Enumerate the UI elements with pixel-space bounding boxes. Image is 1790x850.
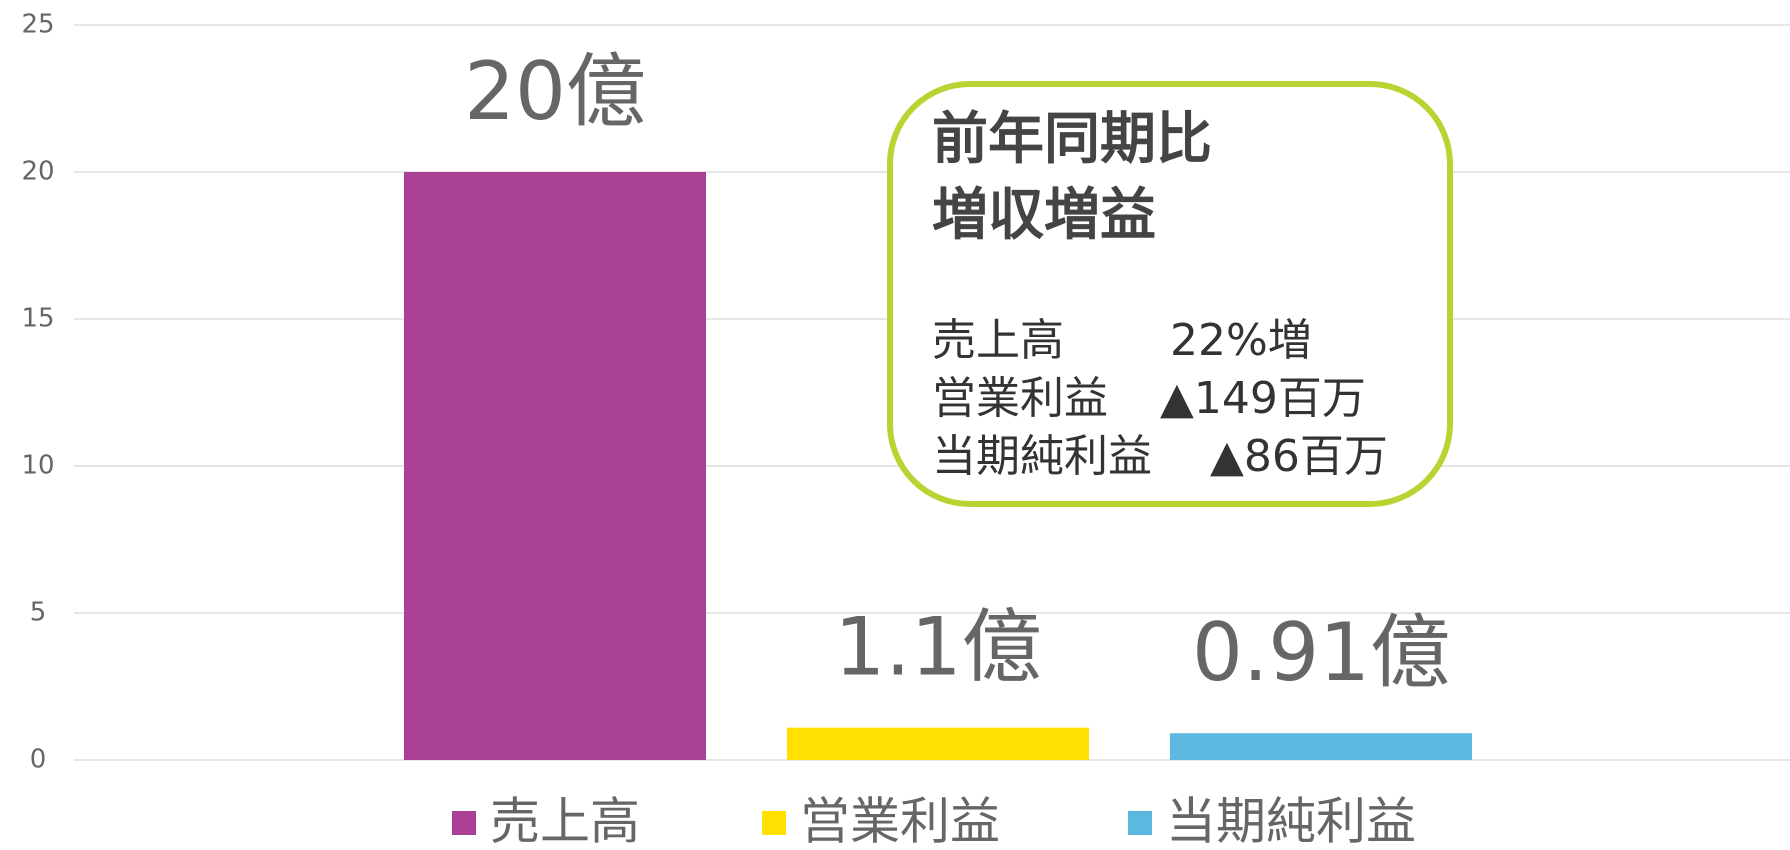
annotation-value: ▲86百万 xyxy=(1210,431,1388,482)
annotation-box xyxy=(887,81,1453,507)
annotation-label: 営業利益 xyxy=(932,373,1108,424)
data-label: 0.91億 xyxy=(1192,606,1450,699)
y-tick-label: 0 xyxy=(30,745,47,775)
y-tick-label: 10 xyxy=(21,451,54,481)
y-tick-label: 5 xyxy=(30,598,47,628)
bar xyxy=(1170,733,1472,760)
annotation-value: ▲149百万 xyxy=(1160,373,1366,424)
y-tick-label: 15 xyxy=(21,304,54,334)
annotation-label: 当期純利益 xyxy=(932,431,1152,482)
legend-label: 当期純利益 xyxy=(1166,793,1416,850)
legend-label: 営業利益 xyxy=(800,793,1000,850)
data-label: 20億 xyxy=(464,45,646,138)
bar xyxy=(404,172,706,760)
annotation-label: 売上高 xyxy=(932,315,1064,366)
annotation-title: 前年同期比 xyxy=(932,107,1212,172)
legend-swatch xyxy=(762,811,786,835)
data-label: 1.1億 xyxy=(834,601,1041,694)
legend-swatch xyxy=(1128,811,1152,835)
bar xyxy=(787,727,1089,760)
legend-label: 売上高 xyxy=(490,793,640,850)
y-tick-label: 25 xyxy=(21,10,54,40)
annotation-value: 22%増 xyxy=(1170,315,1312,366)
legend-swatch xyxy=(452,811,476,835)
y-tick-label: 20 xyxy=(21,157,54,187)
annotation-title: 増収増益 xyxy=(932,183,1156,248)
